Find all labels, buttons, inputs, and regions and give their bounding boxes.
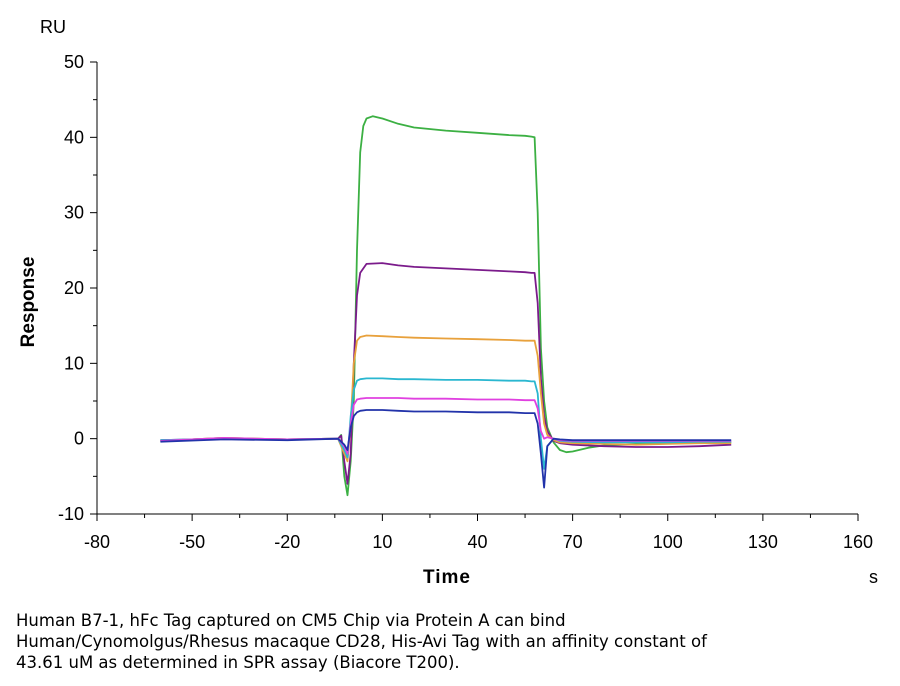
x-axis-title: Time — [423, 567, 471, 588]
series-group — [160, 115, 732, 497]
caption-line-1: Human B7-1, hFc Tag captured on CM5 Chip… — [16, 611, 566, 630]
y-tick-label: 40 — [64, 127, 84, 147]
series-line-2 — [160, 262, 732, 485]
x-tick-label: 130 — [748, 532, 778, 552]
x-unit-label: s — [869, 567, 878, 587]
x-tick-label: 160 — [843, 532, 873, 552]
y-tick-label: 20 — [64, 278, 84, 298]
x-tick-label: -20 — [274, 532, 300, 552]
y-axis-title: Response — [18, 257, 39, 348]
series-line-1 — [160, 115, 732, 497]
y-tick-label: 10 — [64, 353, 84, 373]
y-tick-label: 0 — [74, 429, 84, 449]
axes: -10 0 10 20 30 40 50 -80 -50 -20 10 40 70 100 130 160 — [58, 52, 873, 552]
x-tick-label: 40 — [467, 532, 487, 552]
y-tick-label: 50 — [64, 52, 84, 72]
series-line-6 — [160, 409, 732, 489]
x-tick-label: 70 — [563, 532, 583, 552]
figure-caption: Human B7-1, hFc Tag captured on CM5 Chip… — [16, 610, 876, 673]
x-tick-label: -50 — [179, 532, 205, 552]
caption-line-3: 43.61 uM as determined in SPR assay (Bia… — [16, 653, 460, 672]
spr-chart: -10 0 10 20 30 40 50 -80 -50 -20 10 40 70 100 130 160 R… — [18, 17, 878, 588]
series-line-4 — [160, 377, 732, 470]
x-tick-label: 100 — [653, 532, 683, 552]
caption-line-2: Human/Cynomolgus/Rhesus macaque CD28, Hi… — [16, 632, 707, 651]
y-tick-label: 30 — [64, 203, 84, 223]
x-tick-label: 10 — [372, 532, 392, 552]
y-tick-label: -10 — [58, 504, 84, 524]
x-tick-label: -80 — [84, 532, 110, 552]
y-unit-label: RU — [40, 17, 66, 37]
